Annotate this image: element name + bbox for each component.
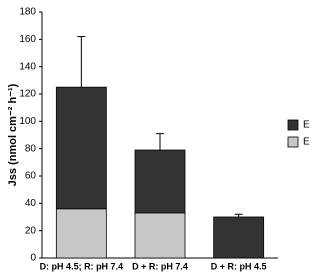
legend-swatch: [287, 136, 299, 148]
x-tick-label: D + R: pH 7.4: [132, 261, 188, 271]
y-tick-label: 80: [25, 143, 37, 154]
chart: Jss (nmol cm⁻² h⁻¹) 0 20 40 60 80 100 120 140 16…: [7, 7, 310, 272]
y-tick-label: 160: [19, 34, 36, 45]
y-tick-label: 20: [25, 225, 37, 236]
y-tick-label: 0: [30, 253, 36, 264]
y-tick-label: 140: [19, 61, 36, 72]
y-tick-label: 100: [19, 116, 36, 127]
legend-label: E: [303, 120, 310, 131]
legend-label: E: [303, 137, 310, 148]
y-tick-label: 60: [25, 171, 37, 182]
bar-segment: [213, 216, 265, 259]
y-tick-label: 40: [25, 198, 37, 209]
bar-segment: [55, 208, 107, 259]
bar-segment: [134, 212, 186, 259]
bar-segment: [134, 149, 186, 214]
y-tick-label: 180: [19, 7, 36, 18]
y-axis-title: Jss (nmol cm⁻² h⁻¹): [7, 83, 19, 186]
y-tick-label: 120: [19, 89, 36, 100]
x-tick-label: D: pH 4.5; R: pH 7.4: [40, 261, 124, 271]
bar-segment: [55, 86, 107, 210]
x-tick-label: D + R: pH 4.5: [211, 261, 267, 271]
legend-swatch: [287, 119, 299, 131]
